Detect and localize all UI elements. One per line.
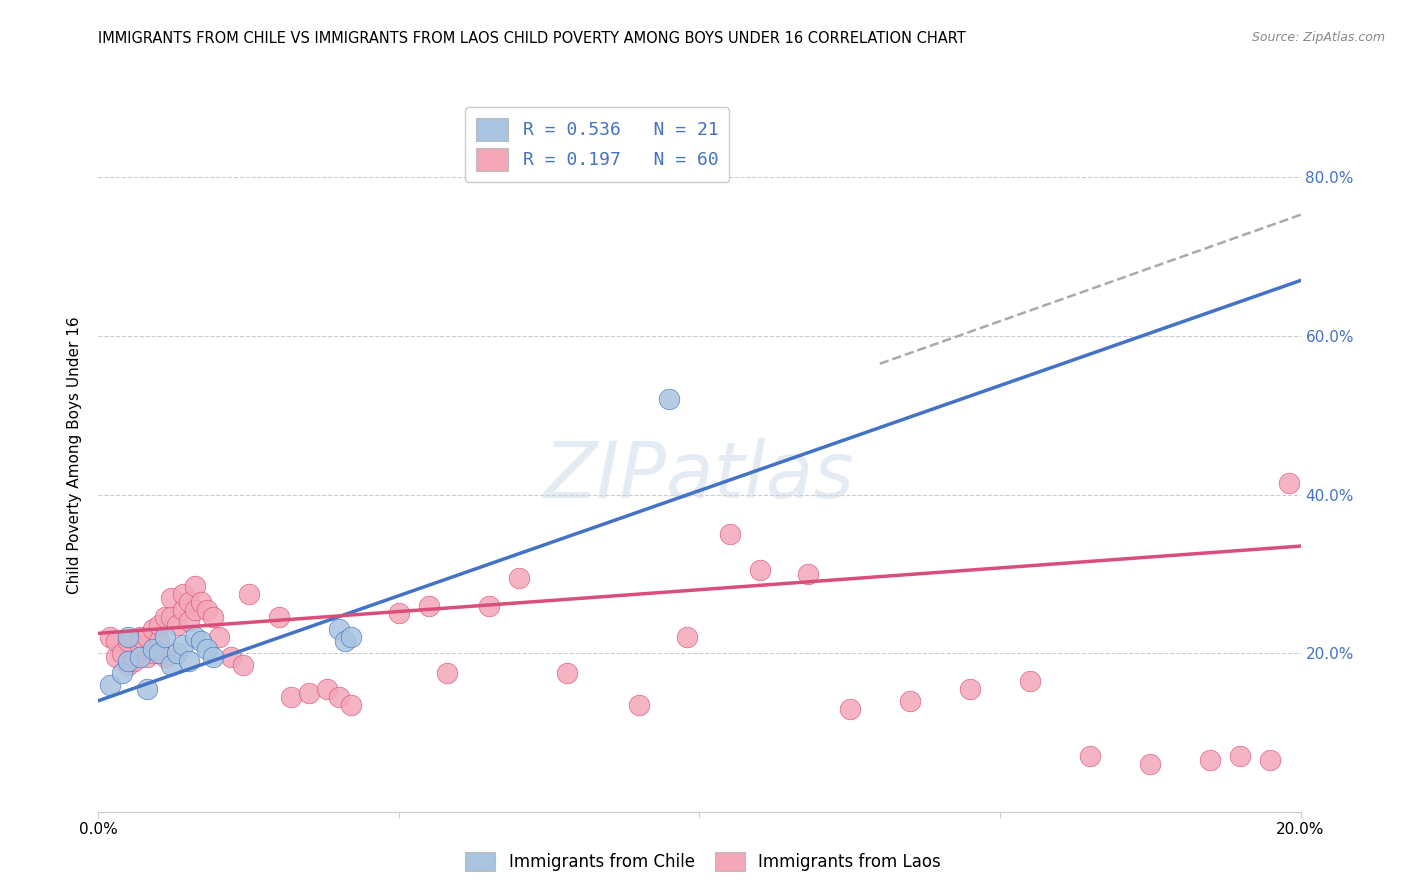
Point — [898, 694, 921, 708]
Point — [555, 665, 578, 680]
Point — [111, 646, 134, 660]
Point — [190, 594, 212, 608]
Point — [1260, 753, 1282, 767]
Point — [148, 634, 170, 648]
Point — [838, 701, 860, 715]
Point — [135, 630, 157, 644]
Text: Source: ZipAtlas.com: Source: ZipAtlas.com — [1251, 31, 1385, 45]
Point — [418, 599, 440, 613]
Point — [183, 630, 205, 644]
Point — [201, 610, 224, 624]
Text: IMMIGRANTS FROM CHILE VS IMMIGRANTS FROM LAOS CHILD POVERTY AMONG BOYS UNDER 16 : IMMIGRANTS FROM CHILE VS IMMIGRANTS FROM… — [98, 31, 966, 46]
Point — [340, 698, 363, 712]
Point — [328, 623, 350, 637]
Point — [1139, 757, 1161, 772]
Point — [148, 646, 170, 660]
Point — [135, 681, 157, 696]
Point — [177, 594, 200, 608]
Point — [208, 630, 231, 644]
Point — [141, 642, 163, 657]
Point — [333, 634, 356, 648]
Point — [159, 610, 181, 624]
Point — [195, 602, 218, 616]
Point — [658, 392, 681, 407]
Legend: Immigrants from Chile, Immigrants from Laos: Immigrants from Chile, Immigrants from L… — [457, 843, 949, 880]
Point — [267, 610, 290, 624]
Text: ZIPatlas: ZIPatlas — [544, 438, 855, 515]
Point — [159, 591, 181, 605]
Point — [172, 602, 194, 616]
Point — [141, 646, 163, 660]
Point — [436, 665, 458, 680]
Point — [159, 658, 181, 673]
Point — [219, 650, 242, 665]
Point — [190, 634, 212, 648]
Point — [183, 579, 205, 593]
Point — [388, 607, 411, 621]
Point — [166, 618, 188, 632]
Point — [1199, 753, 1222, 767]
Point — [117, 654, 139, 668]
Point — [129, 630, 152, 644]
Point — [748, 563, 770, 577]
Point — [718, 527, 741, 541]
Point — [129, 650, 152, 665]
Point — [1277, 475, 1299, 490]
Point — [141, 623, 163, 637]
Point — [100, 678, 122, 692]
Point — [166, 646, 188, 660]
Point — [508, 571, 530, 585]
Point — [172, 638, 194, 652]
Point — [478, 599, 501, 613]
Point — [105, 634, 128, 648]
Point — [117, 658, 139, 673]
Point — [177, 615, 200, 629]
Point — [340, 630, 363, 644]
Point — [959, 681, 981, 696]
Point — [238, 587, 260, 601]
Point — [117, 630, 139, 644]
Point — [117, 634, 139, 648]
Point — [201, 650, 224, 665]
Point — [195, 642, 218, 657]
Point — [1019, 673, 1042, 688]
Point — [153, 610, 176, 624]
Point — [177, 654, 200, 668]
Point — [298, 686, 321, 700]
Point — [1078, 749, 1101, 764]
Point — [148, 618, 170, 632]
Point — [628, 698, 651, 712]
Point — [280, 690, 302, 704]
Point — [328, 690, 350, 704]
Point — [796, 566, 818, 581]
Point — [232, 658, 254, 673]
Point — [135, 650, 157, 665]
Point — [111, 665, 134, 680]
Point — [100, 630, 122, 644]
Point — [315, 681, 337, 696]
Point — [153, 650, 176, 665]
Point — [129, 638, 152, 652]
Point — [153, 630, 176, 644]
Point — [124, 654, 146, 668]
Point — [172, 587, 194, 601]
Point — [105, 650, 128, 665]
Y-axis label: Child Poverty Among Boys Under 16: Child Poverty Among Boys Under 16 — [67, 316, 83, 594]
Point — [676, 630, 699, 644]
Legend: R = 0.536   N = 21, R = 0.197   N = 60: R = 0.536 N = 21, R = 0.197 N = 60 — [465, 107, 730, 182]
Point — [183, 602, 205, 616]
Point — [1229, 749, 1251, 764]
